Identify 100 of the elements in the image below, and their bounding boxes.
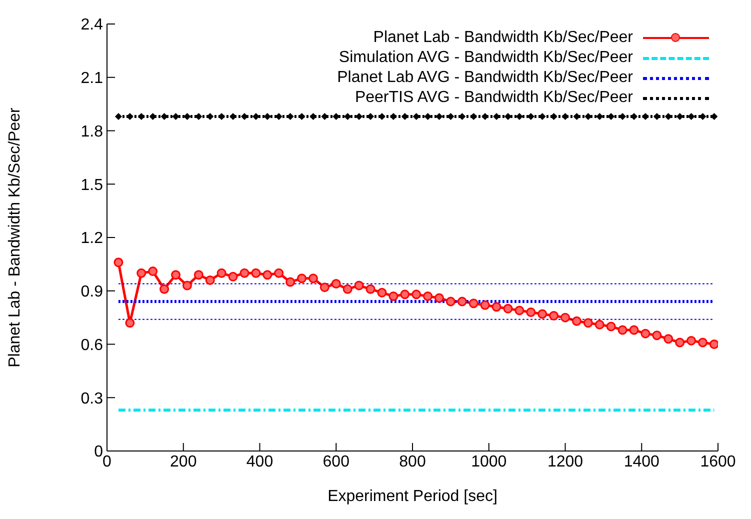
point (138, 113, 145, 120)
y-tick-label: 1.5 (80, 176, 104, 194)
point (642, 113, 649, 120)
point (550, 113, 558, 120)
y-tick-label: 0.6 (80, 336, 104, 354)
point (583, 318, 593, 328)
point (527, 113, 534, 120)
point (482, 113, 489, 120)
point (492, 302, 502, 312)
point (560, 312, 570, 322)
point (184, 113, 191, 120)
x-tick-label: 1400 (624, 453, 660, 470)
point (423, 291, 433, 301)
point (400, 290, 410, 300)
point (424, 113, 432, 120)
point (172, 113, 180, 120)
point (194, 270, 204, 280)
point (629, 325, 639, 335)
x-axis-title: Experiment Period [sec] (328, 488, 498, 505)
point (344, 113, 352, 120)
point (503, 304, 513, 314)
point (401, 113, 408, 120)
point (331, 279, 341, 289)
x-tick-label: 1000 (471, 453, 507, 470)
point (136, 268, 146, 278)
point (298, 113, 306, 120)
point (675, 338, 685, 348)
point (205, 275, 215, 285)
point (148, 266, 158, 276)
x-tick-label: 600 (322, 453, 350, 470)
point (240, 268, 250, 278)
point (572, 316, 582, 326)
point (447, 113, 454, 120)
point (216, 268, 226, 278)
point (446, 296, 456, 306)
point (182, 280, 192, 290)
point (114, 258, 124, 268)
y-axis-title: Planet Lab - Bandwidth Kb/Sec/Peer (6, 106, 24, 368)
point (514, 306, 524, 316)
x-tick-label: 200 (170, 453, 197, 470)
point (160, 284, 170, 294)
point (412, 290, 422, 300)
point (264, 113, 271, 120)
point (390, 113, 397, 120)
point (640, 328, 650, 338)
point (504, 113, 512, 120)
point (366, 284, 376, 294)
point (470, 113, 478, 120)
point (388, 291, 398, 301)
point (354, 280, 364, 290)
point (480, 300, 490, 310)
point (676, 113, 684, 120)
point (356, 113, 363, 120)
x-tick-label: 400 (246, 453, 274, 470)
y-tick-label: 1.8 (80, 123, 104, 140)
y-tick-label: 0.9 (80, 284, 104, 301)
point (274, 268, 284, 278)
point (342, 284, 352, 294)
point (468, 298, 478, 308)
point (618, 325, 628, 335)
point (596, 113, 604, 120)
point (698, 338, 708, 348)
point (709, 340, 718, 349)
point (377, 288, 387, 298)
point (549, 311, 559, 321)
point (686, 336, 696, 346)
legend-label: PeerTIS AVG - Bandwidth Kb/Sec/Peer (354, 88, 633, 108)
point (608, 113, 615, 120)
point (436, 113, 443, 120)
point (688, 113, 695, 120)
point (275, 113, 282, 120)
point (594, 320, 604, 330)
point (619, 113, 626, 120)
point (262, 270, 272, 280)
point (434, 293, 444, 303)
point (516, 113, 523, 120)
point (251, 268, 261, 278)
point (218, 113, 226, 120)
point (308, 274, 318, 284)
point (538, 309, 548, 319)
point (195, 113, 202, 120)
point (653, 113, 660, 120)
x-tick-label: 1200 (547, 453, 584, 470)
point (320, 282, 330, 292)
y-tick-label: 1.2 (80, 230, 104, 248)
point (297, 274, 307, 284)
point (562, 113, 569, 120)
point (228, 272, 238, 282)
legend-label: Simulation AVG - Bandwidth Kb/Sec/Peer (338, 48, 633, 68)
point (606, 322, 616, 332)
point (125, 318, 135, 328)
legend-label: Planet Lab AVG - Bandwidth Kb/Sec/Peer (337, 68, 633, 88)
point (310, 113, 317, 120)
legend-label: Planet Lab - Bandwidth Kb/Sec/Peer (373, 28, 633, 48)
point (526, 307, 536, 317)
x-tick-label: 800 (399, 453, 426, 470)
point (252, 113, 260, 120)
point (286, 277, 296, 287)
point (457, 296, 467, 306)
point (230, 113, 237, 120)
